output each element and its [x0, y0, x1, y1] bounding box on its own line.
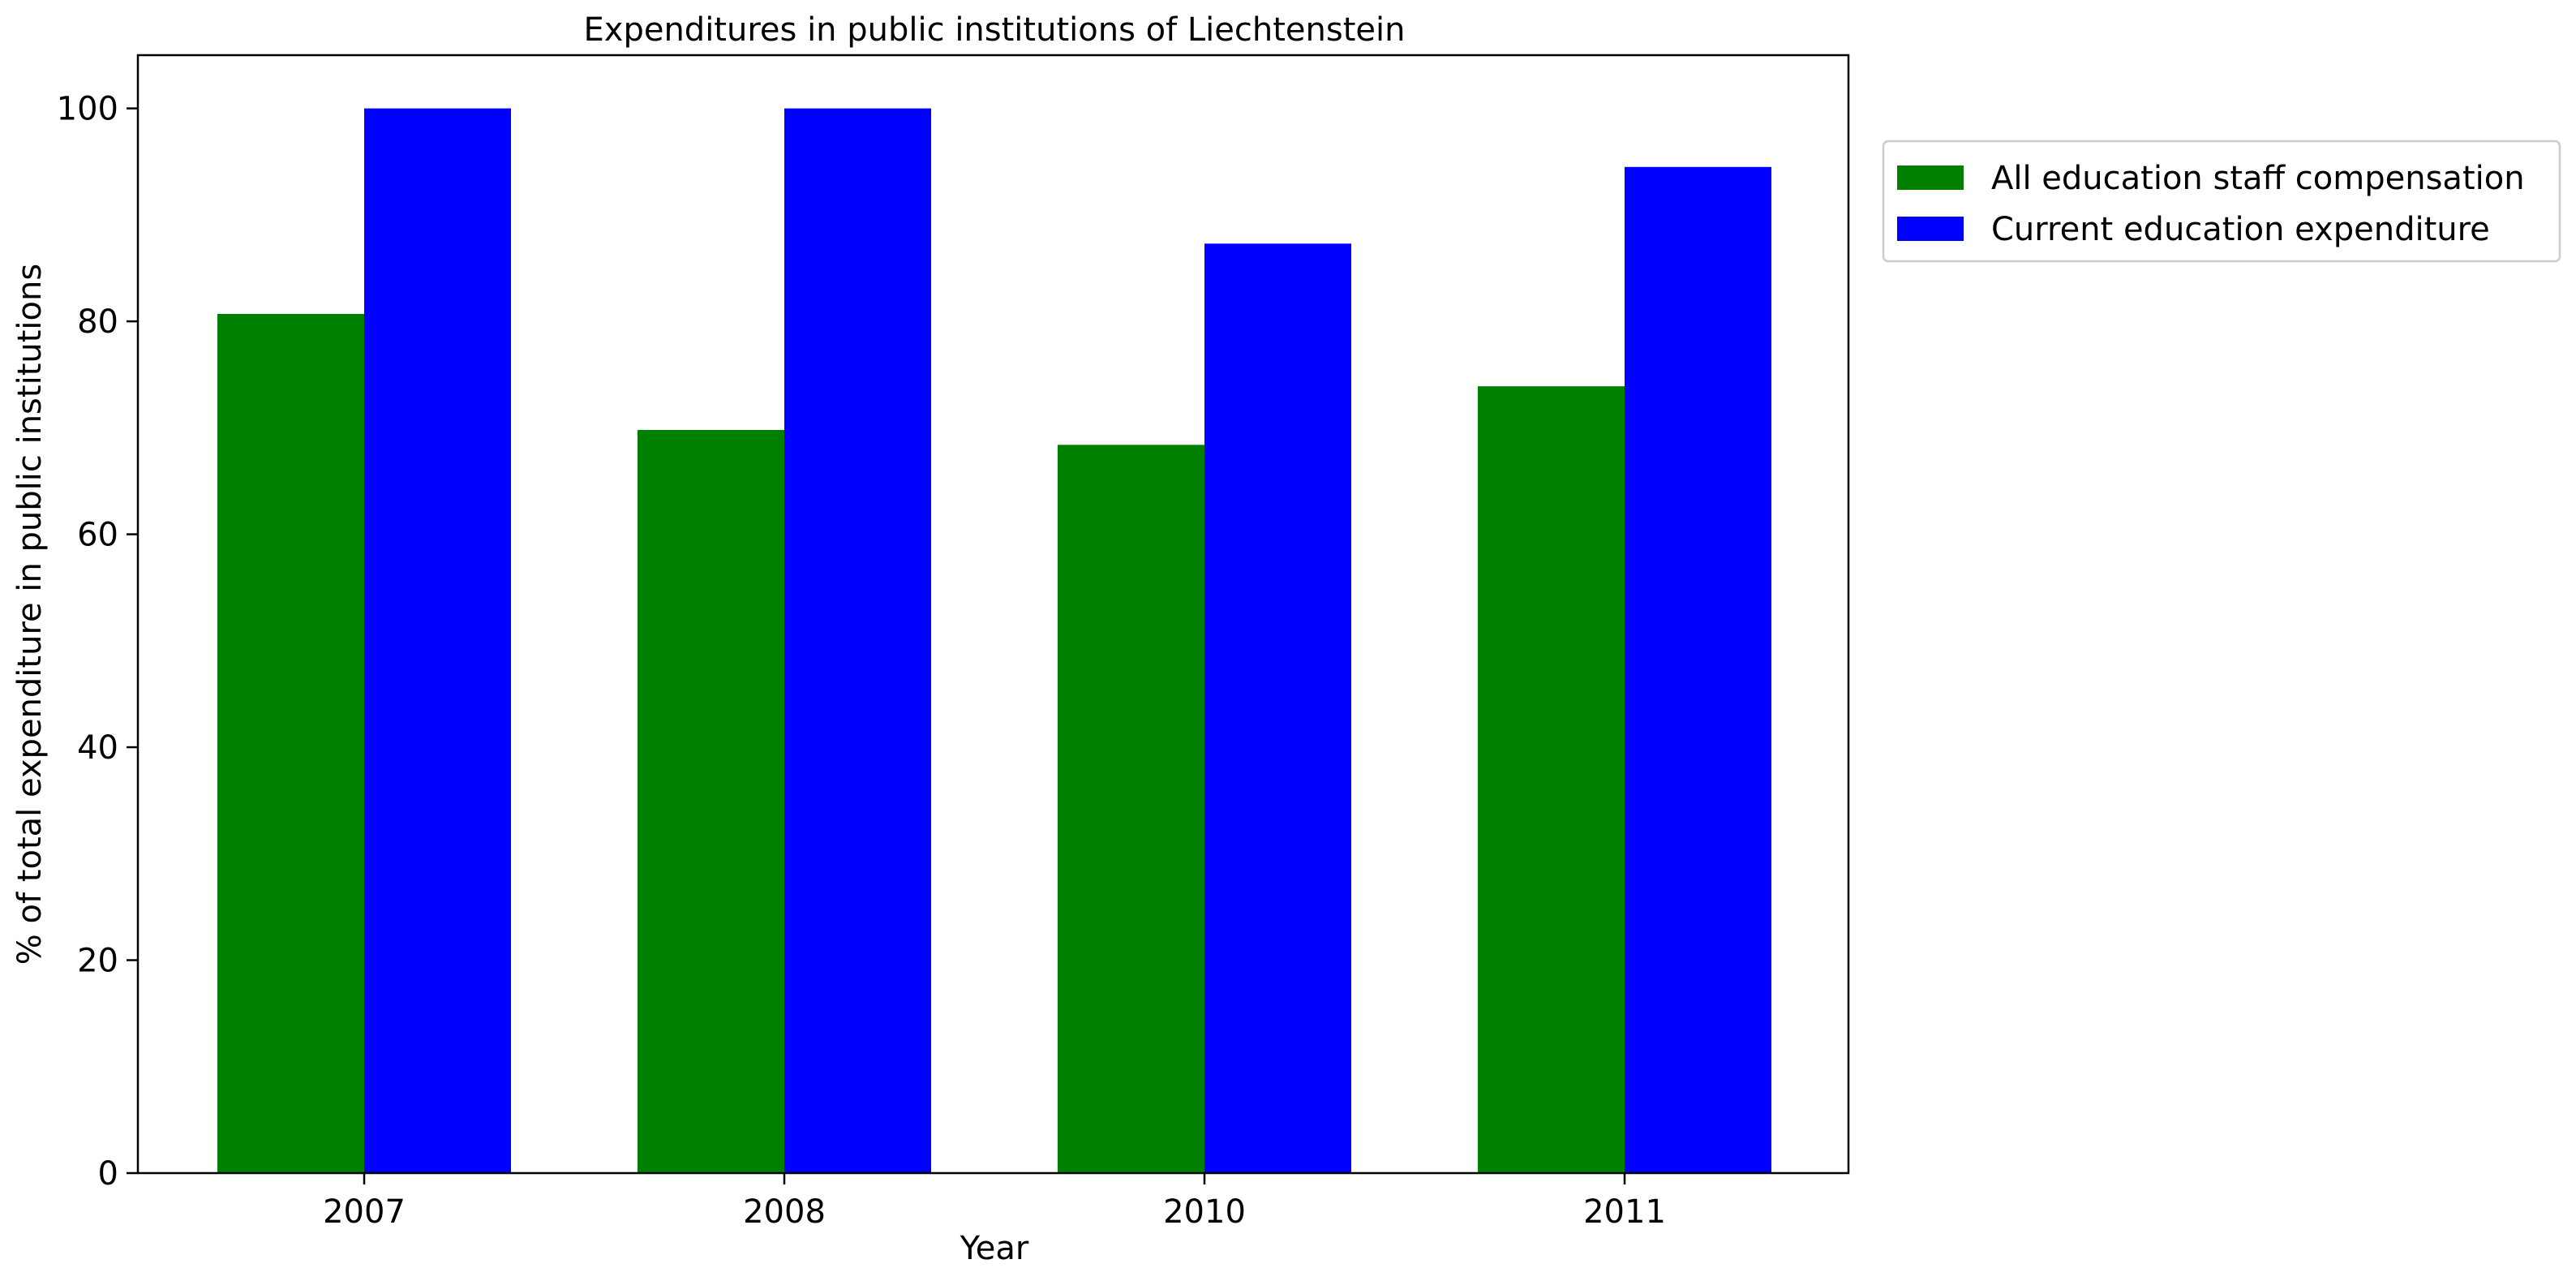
- bar-2007-series-1: [217, 313, 364, 1173]
- bar-2010-series-2: [1204, 243, 1351, 1173]
- legend-label-series-2: Current education expenditure: [1991, 211, 2490, 248]
- bar-2007-series-2: [364, 108, 511, 1174]
- plot-frame: [136, 54, 1850, 1175]
- bar-2010-series-1: [1058, 445, 1204, 1173]
- legend-label-series-1: All education staff compensation: [1991, 160, 2525, 197]
- bars-group: [217, 108, 1771, 1174]
- legend-frame: [1882, 140, 2561, 263]
- x-tick-label: 2008: [743, 1193, 826, 1231]
- x-axis-label: Year: [960, 1230, 1029, 1267]
- bar-2008-series-1: [638, 429, 784, 1173]
- y-tick-label: 20: [77, 943, 118, 980]
- y-tick-label: 100: [57, 91, 118, 128]
- legend: All education staff compensation Current …: [1882, 140, 2561, 263]
- bar-2011-series-1: [1478, 386, 1625, 1173]
- y-axis-label: % of total expenditure in public institu…: [11, 264, 49, 965]
- bar-2011-series-2: [1625, 166, 1771, 1173]
- chart-title: Expenditures in public institutions of L…: [584, 11, 1406, 49]
- bar-2008-series-2: [784, 108, 931, 1174]
- legend-swatch-series-1: [1897, 165, 1964, 190]
- y-tick-label: 0: [98, 1155, 118, 1193]
- y-tick-label: 80: [77, 303, 118, 341]
- legend-swatch-series-2: [1897, 217, 1964, 241]
- y-axis-ticks: 0 20 40 60 80 100: [57, 91, 138, 1193]
- x-tick-label: 2007: [323, 1193, 406, 1231]
- y-tick-label: 40: [77, 729, 118, 767]
- x-tick-label: 2010: [1163, 1193, 1246, 1231]
- y-tick-label: 60: [77, 517, 118, 554]
- x-tick-label: 2011: [1583, 1193, 1666, 1231]
- x-axis-ticks: 2007 2008 2010 2011: [323, 1173, 1666, 1231]
